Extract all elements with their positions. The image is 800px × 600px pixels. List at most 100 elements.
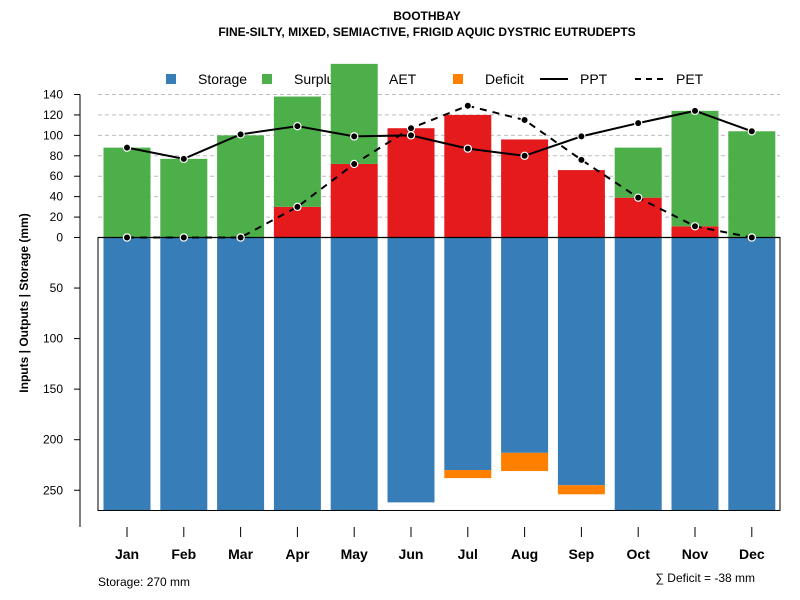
xtick-label-Dec: Dec — [739, 546, 765, 562]
pet-point-Feb — [179, 233, 188, 242]
deficit-bar-Jul — [444, 470, 492, 479]
xtick-label-May: May — [341, 546, 368, 562]
pet-point-Apr — [293, 202, 302, 212]
ppt-point-Jul — [463, 144, 472, 153]
storage-bar-Apr — [273, 237, 321, 511]
ytick-label-80: 80 — [50, 149, 64, 163]
aet-bar-Nov — [671, 226, 719, 238]
ytick-label-120: 120 — [43, 108, 63, 122]
surplus-bar-Feb — [160, 158, 208, 238]
storage-bar-Jul — [444, 237, 492, 471]
surplus-bar-May — [330, 63, 378, 164]
chart-subtitle: FINE-SILTY, MIXED, SEMIACTIVE, FRIGID AQ… — [218, 25, 635, 39]
legend: Storage Surplus AET Deficit PPT PET — [166, 71, 704, 87]
legend-storage-label: Storage — [198, 71, 247, 87]
pet-point-Jun — [406, 124, 416, 133]
aet-bar-May — [330, 163, 378, 238]
ytick-label-neg-250: 250 — [43, 483, 63, 497]
aet-bar-Jul — [444, 114, 492, 238]
aet-bar-Jun — [387, 128, 435, 238]
xtick-label-Jun: Jun — [399, 546, 424, 562]
ppt-line — [126, 109, 753, 160]
legend-pet-label: PET — [676, 71, 704, 87]
ytick-label-20: 20 — [50, 210, 64, 224]
ytick-label-140: 140 — [43, 88, 63, 102]
surplus-bar-Apr — [273, 96, 321, 207]
ytick-label-0: 0 — [56, 231, 63, 245]
legend-surplus-swatch — [262, 74, 272, 84]
storage-bar-May — [330, 237, 378, 511]
xtick-label-Jul: Jul — [458, 546, 478, 562]
bars — [103, 63, 776, 511]
deficit-bar-Aug — [501, 452, 549, 472]
ppt-point-Jan — [122, 143, 132, 152]
pet-point-Aug — [520, 115, 529, 125]
aet-bar-Oct — [614, 197, 662, 238]
x-ticks: Jan Feb Mar Apr May Jun Jul Aug Sep Oct Nov Dec — [115, 527, 765, 562]
storage-bar-Dec — [728, 237, 776, 511]
ppt-point-Aug — [520, 151, 529, 160]
legend-deficit-label: Deficit — [485, 71, 524, 87]
pet-point-Sep — [577, 155, 586, 165]
ytick-label-neg-150: 150 — [43, 382, 63, 396]
storage-bar-Nov — [671, 237, 719, 511]
pet-point-Dec — [747, 233, 757, 242]
pet-point-May — [350, 159, 359, 169]
y-axis-label: Inputs | Outputs | Storage (mm) — [17, 213, 31, 392]
legend-storage-swatch — [166, 74, 176, 84]
pet-point-Nov — [690, 222, 700, 231]
series-lines — [122, 101, 757, 242]
ytick-label-neg-100: 100 — [43, 332, 63, 346]
xtick-label-Aug: Aug — [511, 546, 538, 562]
ytick-label-60: 60 — [50, 169, 64, 183]
pet-point-Oct — [634, 193, 643, 202]
surplus-bar-Jan — [103, 147, 151, 238]
legend-surplus-label: Surplus — [294, 71, 341, 87]
xtick-label-Apr: Apr — [285, 546, 310, 562]
deficit-bar-Sep — [557, 485, 605, 495]
legend-aet-label: AET — [389, 71, 417, 87]
surplus-bar-Oct — [614, 147, 662, 198]
ppt-point-Sep — [577, 132, 586, 141]
ppt-point-Oct — [634, 118, 643, 128]
xtick-label-Jan: Jan — [115, 546, 139, 562]
ppt-point-Dec — [747, 127, 757, 136]
surplus-bar-Mar — [217, 135, 265, 238]
ytick-label-neg-50: 50 — [50, 281, 64, 295]
ppt-point-May — [350, 132, 359, 141]
xtick-label-Nov: Nov — [682, 546, 709, 562]
ppt-point-Apr — [293, 121, 302, 131]
ytick-label-100: 100 — [43, 128, 63, 142]
legend-deficit-swatch — [453, 74, 463, 84]
ppt-point-Mar — [236, 130, 245, 139]
storage-bar-Feb — [160, 237, 208, 511]
storage-bar-Aug — [501, 237, 549, 453]
legend-ppt-label: PPT — [580, 71, 608, 87]
pet-line — [127, 104, 752, 239]
ppt-point-Jun — [406, 131, 416, 140]
surplus-bar-Dec — [728, 131, 776, 238]
y-ticks: 0 20 40 60 80 100 120 140 50 100 150 200 250 — [43, 88, 80, 497]
xtick-label-Mar: Mar — [228, 546, 253, 562]
pet-point-Mar — [236, 233, 245, 242]
pet-point-Jan — [122, 233, 132, 242]
storage-bar-Jun — [387, 237, 435, 503]
ppt-point-Feb — [179, 154, 188, 164]
aet-bar-Apr — [273, 206, 321, 238]
footer-storage: Storage: 270 mm — [98, 575, 190, 589]
storage-bar-Sep — [557, 237, 605, 486]
xtick-label-Feb: Feb — [171, 546, 196, 562]
gridlines — [98, 94, 780, 218]
footer-deficit: ∑ Deficit = -38 mm — [655, 571, 755, 585]
storage-bar-Mar — [217, 237, 265, 511]
storage-bar-Jan — [103, 237, 151, 511]
xtick-label-Oct: Oct — [627, 546, 651, 562]
ytick-label-40: 40 — [50, 190, 64, 204]
pet-point-Jul — [463, 101, 472, 110]
storage-bar-Oct — [614, 237, 662, 511]
xtick-label-Sep: Sep — [569, 546, 595, 562]
surplus-bar-Nov — [671, 110, 719, 227]
ppt-point-Nov — [690, 106, 700, 116]
ytick-label-neg-200: 200 — [43, 433, 63, 447]
